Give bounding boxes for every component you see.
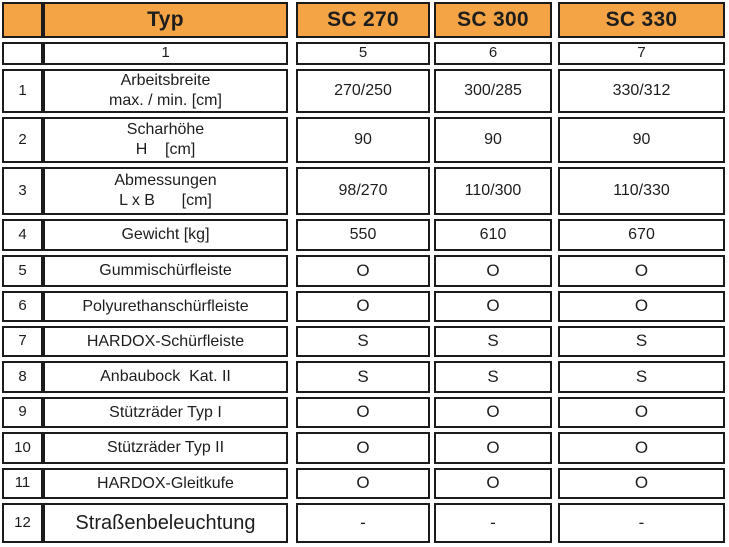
value-cell-sc330: 670	[558, 219, 725, 251]
row-label-cell: HARDOX-Gleitkufe	[43, 468, 288, 499]
row-label: Arbeitsbreite	[120, 72, 211, 90]
row-label: Stützräder Typ I	[109, 403, 222, 421]
row-number-cell: 12	[2, 503, 43, 543]
row-number-cell: 1	[2, 69, 43, 113]
row-number-cell: 2	[2, 117, 43, 163]
row-label: Stützräder Typ II	[106, 439, 225, 457]
row-number-cell: 8	[2, 361, 43, 393]
row-number-cell: 10	[2, 432, 43, 464]
value-cell-sc330: O	[558, 397, 725, 428]
row-label-cell: Anbaubock Kat. II	[43, 361, 288, 393]
value-cell-sc300: O	[434, 291, 552, 322]
row-number-cell: 3	[2, 167, 43, 215]
row-label-cell: HARDOX-Schürfleiste	[43, 326, 288, 357]
value-cell-sc270: S	[296, 326, 430, 357]
value-cell-sc300: S	[434, 361, 552, 393]
row-sublabel: L x B [cm]	[119, 192, 212, 209]
value-cell-sc270: O	[296, 432, 430, 464]
row-label: Straßenbeleuchtung	[75, 511, 256, 534]
header-typ-cell: Typ	[43, 2, 288, 38]
row-sublabel: max. / min. [cm]	[109, 92, 222, 109]
value-cell-sc270: 90	[296, 117, 430, 163]
value-cell-sc270: O	[296, 255, 430, 287]
value-cell-sc330: -	[558, 503, 725, 543]
value-cell-sc330: O	[558, 432, 725, 464]
row-label: Gewicht [kg]	[121, 226, 210, 244]
value-cell-sc270: 550	[296, 219, 430, 251]
value-cell-sc270: -	[296, 503, 430, 543]
row-label: HARDOX-Gleitkufe	[97, 474, 234, 492]
value-cell-sc330: 90	[558, 117, 725, 163]
value-cell-sc330: 110/330	[558, 167, 725, 215]
value-cell-sc300: 300/285	[434, 69, 552, 113]
value-cell-sc300: 110/300	[434, 167, 552, 215]
row-number-cell: 5	[2, 255, 43, 287]
row-number-cell: 6	[2, 291, 43, 322]
value-cell-sc300: O	[434, 468, 552, 499]
row-label: Anbaubock Kat. II	[100, 368, 231, 386]
value-cell-sc330: O	[558, 255, 725, 287]
row-label-cell: Scharhöhe H [cm]	[43, 117, 288, 163]
row-label: Abmessungen	[114, 172, 217, 190]
value-cell-sc300: 610	[434, 219, 552, 251]
value-cell-sc300: O	[434, 255, 552, 287]
index-value-cell: 6	[434, 42, 552, 65]
index-value-cell: 7	[558, 42, 725, 65]
index-corner-cell	[2, 42, 43, 65]
row-number-cell: 11	[2, 468, 43, 499]
value-cell-sc270: O	[296, 397, 430, 428]
row-label-cell: Stützräder Typ II	[43, 432, 288, 464]
row-number-cell: 4	[2, 219, 43, 251]
value-cell-sc300: O	[434, 397, 552, 428]
row-label-cell: Gummischürfleiste	[43, 255, 288, 287]
value-cell-sc330: S	[558, 361, 725, 393]
header-model-sc330: SC 330	[558, 2, 725, 38]
row-label: Scharhöhe	[126, 121, 205, 139]
value-cell-sc300: O	[434, 432, 552, 464]
row-label-cell: Stützräder Typ I	[43, 397, 288, 428]
row-label: HARDOX-Schürfleiste	[86, 332, 245, 350]
header-corner-cell	[2, 2, 43, 38]
row-number-cell: 7	[2, 326, 43, 357]
value-cell-sc330: S	[558, 326, 725, 357]
row-label-cell: Arbeitsbreite max. / min. [cm]	[43, 69, 288, 113]
value-cell-sc330: O	[558, 291, 725, 322]
row-sublabel: H [cm]	[135, 141, 196, 158]
value-cell-sc300: 90	[434, 117, 552, 163]
value-cell-sc270: S	[296, 361, 430, 393]
value-cell-sc270: O	[296, 468, 430, 499]
row-label: Polyurethanschürfleiste	[82, 297, 249, 315]
row-label-cell: Polyurethanschürfleiste	[43, 291, 288, 322]
value-cell-sc270: 98/270	[296, 167, 430, 215]
value-cell-sc300: -	[434, 503, 552, 543]
value-cell-sc270: O	[296, 291, 430, 322]
value-cell-sc270: 270/250	[296, 69, 430, 113]
row-label: Gummischürfleiste	[99, 262, 232, 280]
index-value-cell: 5	[296, 42, 430, 65]
header-model-sc300: SC 300	[434, 2, 552, 38]
value-cell-sc330: O	[558, 468, 725, 499]
row-label-cell: Straßenbeleuchtung	[43, 503, 288, 543]
row-label-cell: Abmessungen L x B [cm]	[43, 167, 288, 215]
row-number-cell: 9	[2, 397, 43, 428]
index-typ-cell: 1	[43, 42, 288, 65]
row-label-cell: Gewicht [kg]	[43, 219, 288, 251]
value-cell-sc330: 330/312	[558, 69, 725, 113]
value-cell-sc300: S	[434, 326, 552, 357]
header-model-sc270: SC 270	[296, 2, 430, 38]
